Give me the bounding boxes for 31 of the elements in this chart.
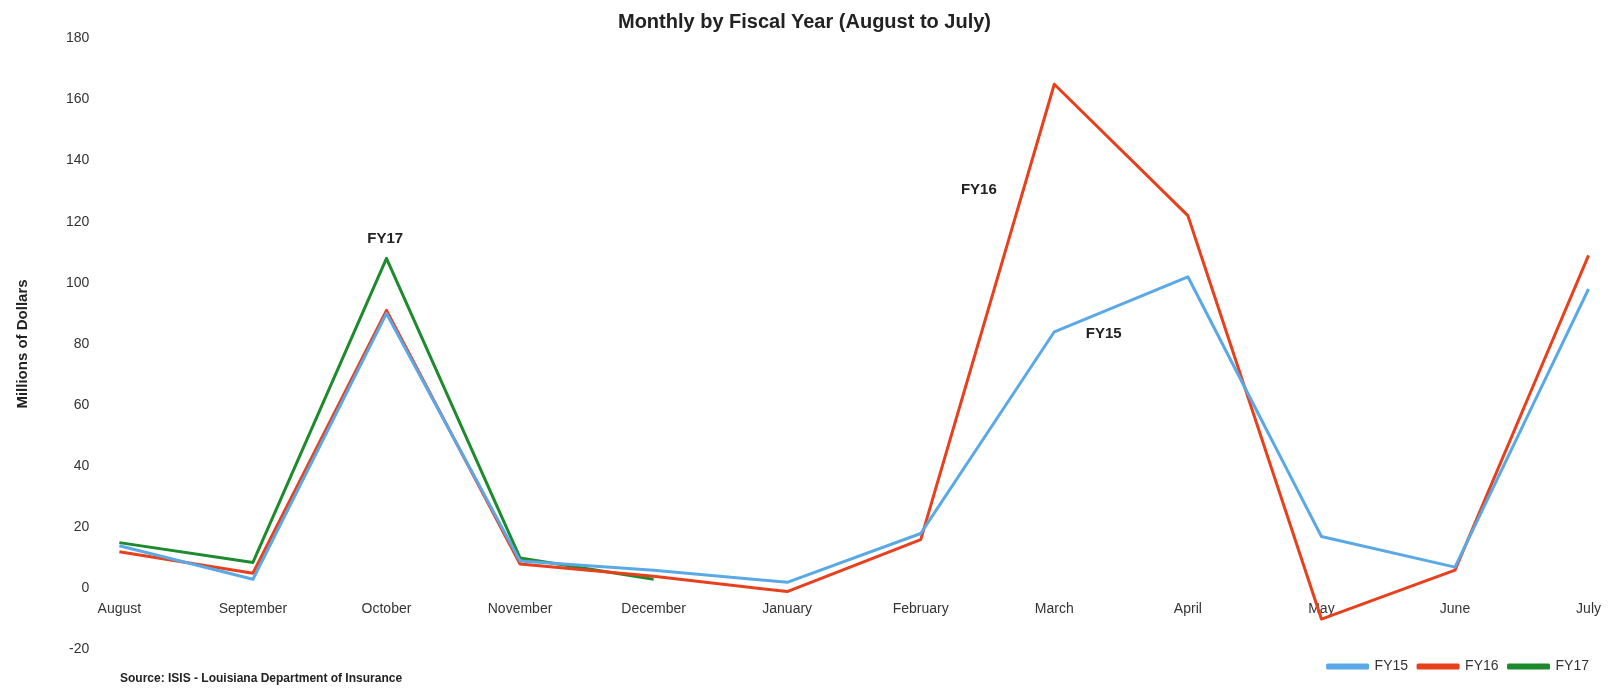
x-tick-label: August xyxy=(97,599,142,616)
x-tick-label: December xyxy=(621,599,687,616)
source-note: Source: ISIS - Louisiana Department of Insurance xyxy=(120,671,403,685)
y-tick-label: 80 xyxy=(73,334,90,351)
x-tick-label: November xyxy=(487,599,553,616)
legend-label: FY15 xyxy=(1374,657,1409,674)
y-tick-label: 180 xyxy=(66,29,90,46)
y-tick-label: 100 xyxy=(66,273,90,290)
y-tick-label: 160 xyxy=(66,90,90,107)
annotation: FY16 xyxy=(960,180,997,198)
x-tick-label: April xyxy=(1173,599,1202,616)
x-tick-label: January xyxy=(762,599,813,616)
y-tick-label: -20 xyxy=(69,640,90,657)
y-tick-label: 60 xyxy=(73,395,90,412)
annotation: FY17 xyxy=(367,229,404,247)
x-tick-label: February xyxy=(892,599,949,616)
y-tick-label: 0 xyxy=(81,579,90,596)
annotation: FY15 xyxy=(1085,323,1122,341)
y-tick-label: 40 xyxy=(73,457,90,474)
y-tick-label: 20 xyxy=(73,518,90,535)
legend-label: FY17 xyxy=(1555,657,1590,674)
x-tick-label: September xyxy=(218,599,288,616)
legend-label: FY16 xyxy=(1465,657,1499,674)
x-tick-label: June xyxy=(1439,599,1471,616)
y-tick-label: 140 xyxy=(66,151,90,168)
x-tick-label: October xyxy=(361,599,412,616)
y-tick-label: 120 xyxy=(66,212,90,229)
x-tick-label: March xyxy=(1034,599,1074,616)
y-axis-title: Millions of Dollars xyxy=(13,279,31,409)
chart-title: Monthly by Fiscal Year (August to July) xyxy=(617,9,992,32)
x-tick-label: July xyxy=(1576,599,1601,616)
